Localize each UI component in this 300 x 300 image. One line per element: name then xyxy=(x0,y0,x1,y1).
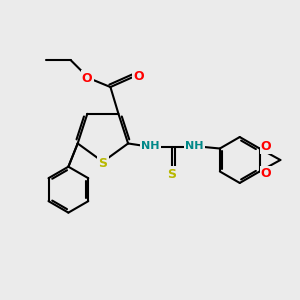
Text: NH: NH xyxy=(141,141,160,151)
Text: O: O xyxy=(261,167,272,180)
Text: S: S xyxy=(167,168,176,181)
Text: NH: NH xyxy=(185,141,204,151)
Text: O: O xyxy=(261,140,272,153)
Text: S: S xyxy=(98,157,107,170)
Text: O: O xyxy=(82,72,92,85)
Text: O: O xyxy=(133,70,144,83)
